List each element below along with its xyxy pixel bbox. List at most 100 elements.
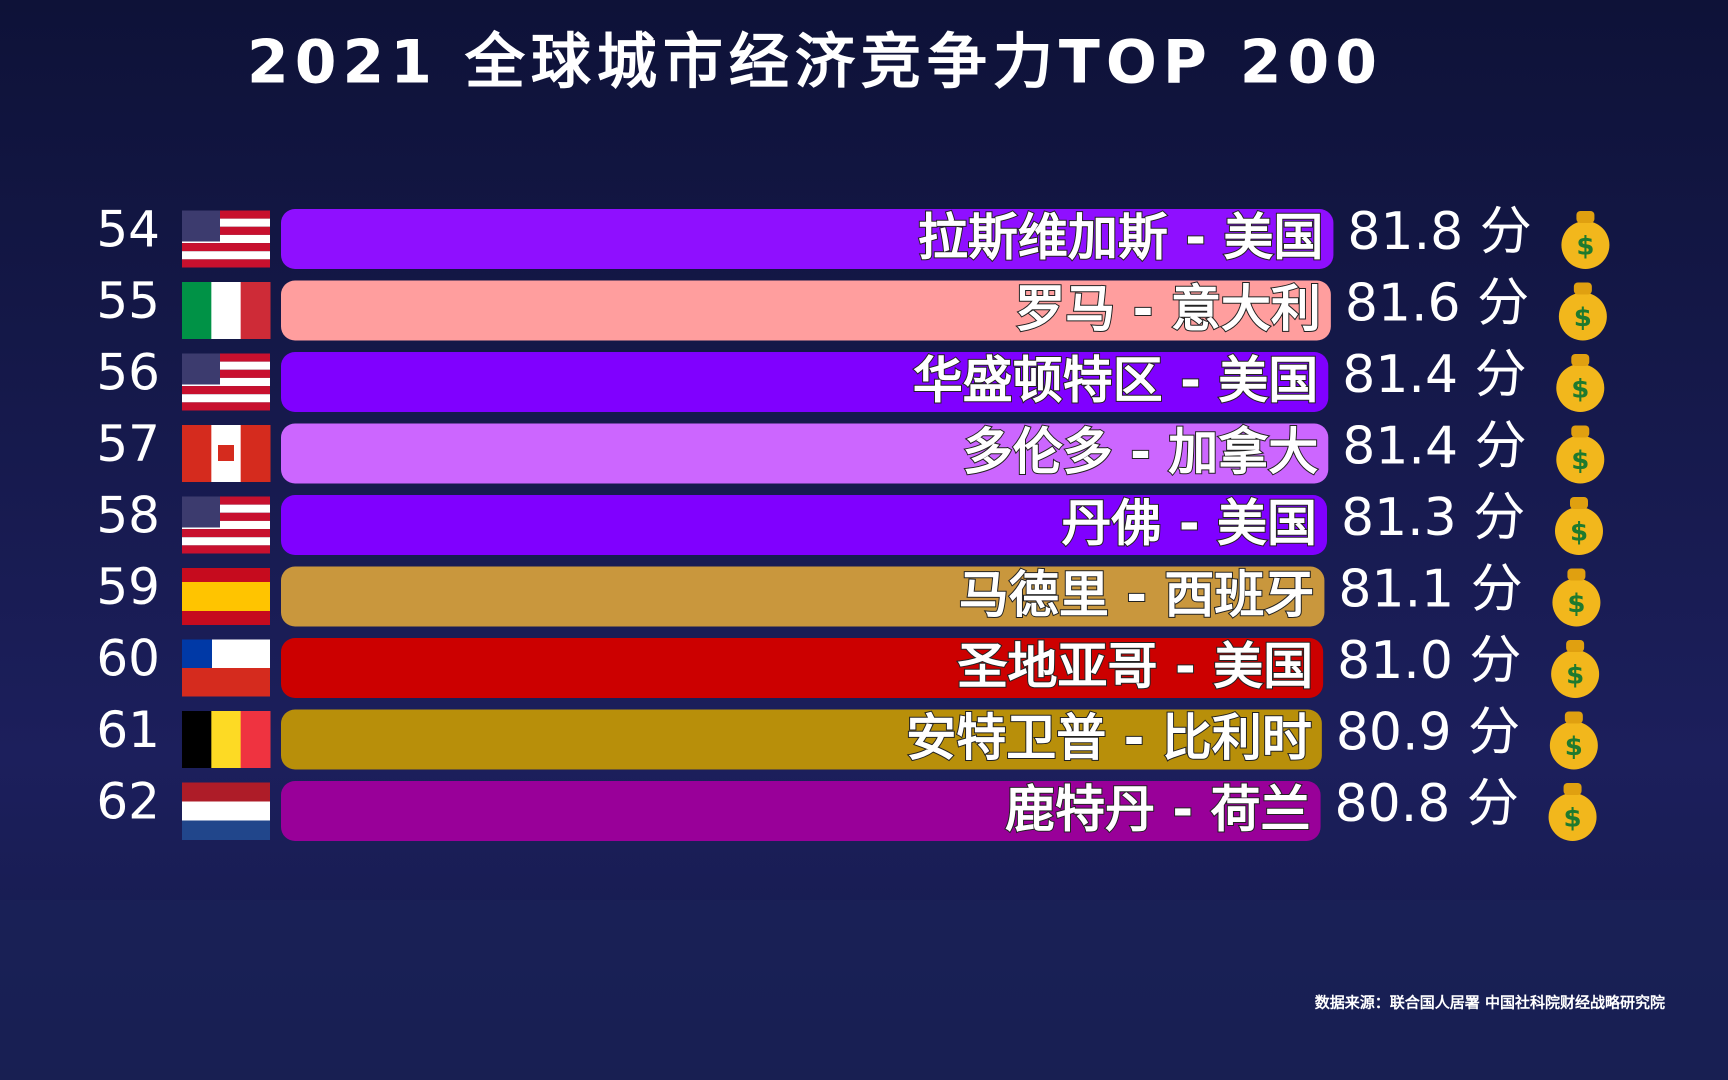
flag-stripe: [182, 496, 270, 505]
money-bag-top: [1564, 711, 1583, 724]
flag-band: [240, 711, 271, 768]
flag-band: [182, 425, 212, 482]
money-bag: [1552, 578, 1601, 627]
money-bag-top: [1563, 783, 1582, 795]
flag-stripe: [182, 512, 270, 521]
flag-canton: [182, 496, 220, 528]
money-bag: [1554, 507, 1603, 555]
flag: [182, 210, 270, 268]
rank: 57: [96, 415, 160, 473]
money-bag-sign: $: [1565, 732, 1583, 762]
rank: 54: [96, 201, 160, 259]
money-bag-sign: $: [1567, 589, 1585, 619]
bar-label: 拉斯维加斯 - 美国: [918, 209, 1324, 267]
money-bag: [1561, 221, 1610, 269]
flag: [182, 353, 270, 411]
money-bag-top: [1567, 568, 1586, 581]
value-label: 81.4 分: [1342, 417, 1526, 477]
money-bag: [1556, 364, 1605, 412]
money-bag-sign: $: [1576, 232, 1594, 262]
money-bag-top: [1566, 640, 1585, 652]
money-bag-top: [1569, 497, 1588, 509]
flag-stripe: [182, 529, 270, 538]
flag-stripe: [182, 504, 270, 513]
bar-label: 华盛顿特区 - 美国: [913, 352, 1319, 410]
flag-band: [182, 782, 270, 802]
skyline: [0, 900, 1728, 1080]
money-bag-sign: $: [1566, 661, 1584, 691]
value-label: 81.6 分: [1345, 274, 1529, 334]
flag: [182, 568, 270, 625]
bar: [281, 280, 1331, 341]
bar-label: 多伦多 - 加拿大: [963, 423, 1319, 481]
flag: [182, 425, 271, 482]
flag-stripe: [182, 520, 270, 530]
flag-band: [182, 582, 270, 611]
bar: [281, 209, 1334, 269]
money-bag: [1558, 292, 1607, 341]
source: 数据来源：联合国人居署 中国社科院财经战略研究院: [1315, 994, 1665, 1012]
flag-stripe: [182, 537, 270, 546]
flag: [182, 282, 271, 339]
flag-band: [240, 282, 271, 339]
flag-stripe: [182, 545, 270, 554]
flag-stripe: [182, 226, 270, 235]
money-bag: [1551, 650, 1600, 698]
flag-band: [182, 711, 212, 768]
bar-label: 丹佛 - 美国: [1061, 495, 1317, 553]
flag-stripe: [182, 369, 270, 378]
flag-band: [182, 820, 270, 840]
flag-leaf: [218, 445, 234, 461]
flag-stripe: [182, 218, 270, 227]
money-bag: [1556, 435, 1605, 484]
flag-stripe: [182, 243, 270, 252]
money-bag-sign: $: [1571, 446, 1589, 476]
flag-stripe: [182, 234, 270, 244]
money-bag-sign: $: [1574, 303, 1592, 333]
bar-label: 圣地亚哥 - 美国: [958, 638, 1314, 696]
money-bag-top: [1571, 354, 1590, 366]
bar: [281, 495, 1327, 555]
money-bag: [1548, 793, 1597, 841]
bar-label: 安特卫普 - 比利时: [906, 709, 1312, 767]
value-label: 81.3 分: [1341, 488, 1525, 548]
flag-canton: [182, 210, 220, 242]
flag-stripe: [182, 210, 270, 219]
bar: [281, 423, 1329, 484]
bar-label: 马德里 - 西班牙: [959, 566, 1315, 624]
money-bag-top: [1576, 211, 1595, 223]
value-label: 81.4 分: [1342, 345, 1526, 405]
money-bag: [1549, 721, 1598, 770]
flag-band: [182, 282, 212, 339]
bar-label: 罗马 - 意大利: [1015, 280, 1321, 338]
bar-label: 鹿特丹 - 荷兰: [1005, 781, 1311, 839]
flag-stripe: [182, 386, 270, 395]
bar: [281, 709, 1322, 770]
money-bag-top: [1571, 425, 1590, 438]
flag-stripe: [182, 259, 270, 268]
value-label: 80.9 分: [1336, 703, 1520, 763]
flag-stripe: [182, 377, 270, 387]
rank: 61: [96, 701, 160, 759]
flag-band: [211, 282, 242, 339]
value-label: 80.8 分: [1335, 774, 1519, 834]
flag: [182, 496, 270, 554]
flag-band: [182, 801, 270, 821]
flag-band: [211, 711, 242, 768]
flag-canton: [182, 353, 220, 385]
bar: [281, 638, 1324, 698]
rank: 62: [96, 773, 160, 831]
flag-band: [182, 668, 270, 697]
bar: [281, 566, 1325, 627]
bar: [281, 352, 1329, 412]
rank: 55: [96, 272, 160, 330]
flag-canton: [182, 639, 212, 668]
chart-title: 2021 全球城市经济竞争力TOP 200: [247, 28, 1383, 98]
flag-stripe: [182, 402, 270, 411]
rank: 59: [96, 558, 160, 616]
flag-stripe: [182, 353, 270, 362]
flag: [182, 782, 270, 840]
money-bag-sign: $: [1571, 375, 1589, 405]
flag-stripe: [182, 361, 270, 370]
